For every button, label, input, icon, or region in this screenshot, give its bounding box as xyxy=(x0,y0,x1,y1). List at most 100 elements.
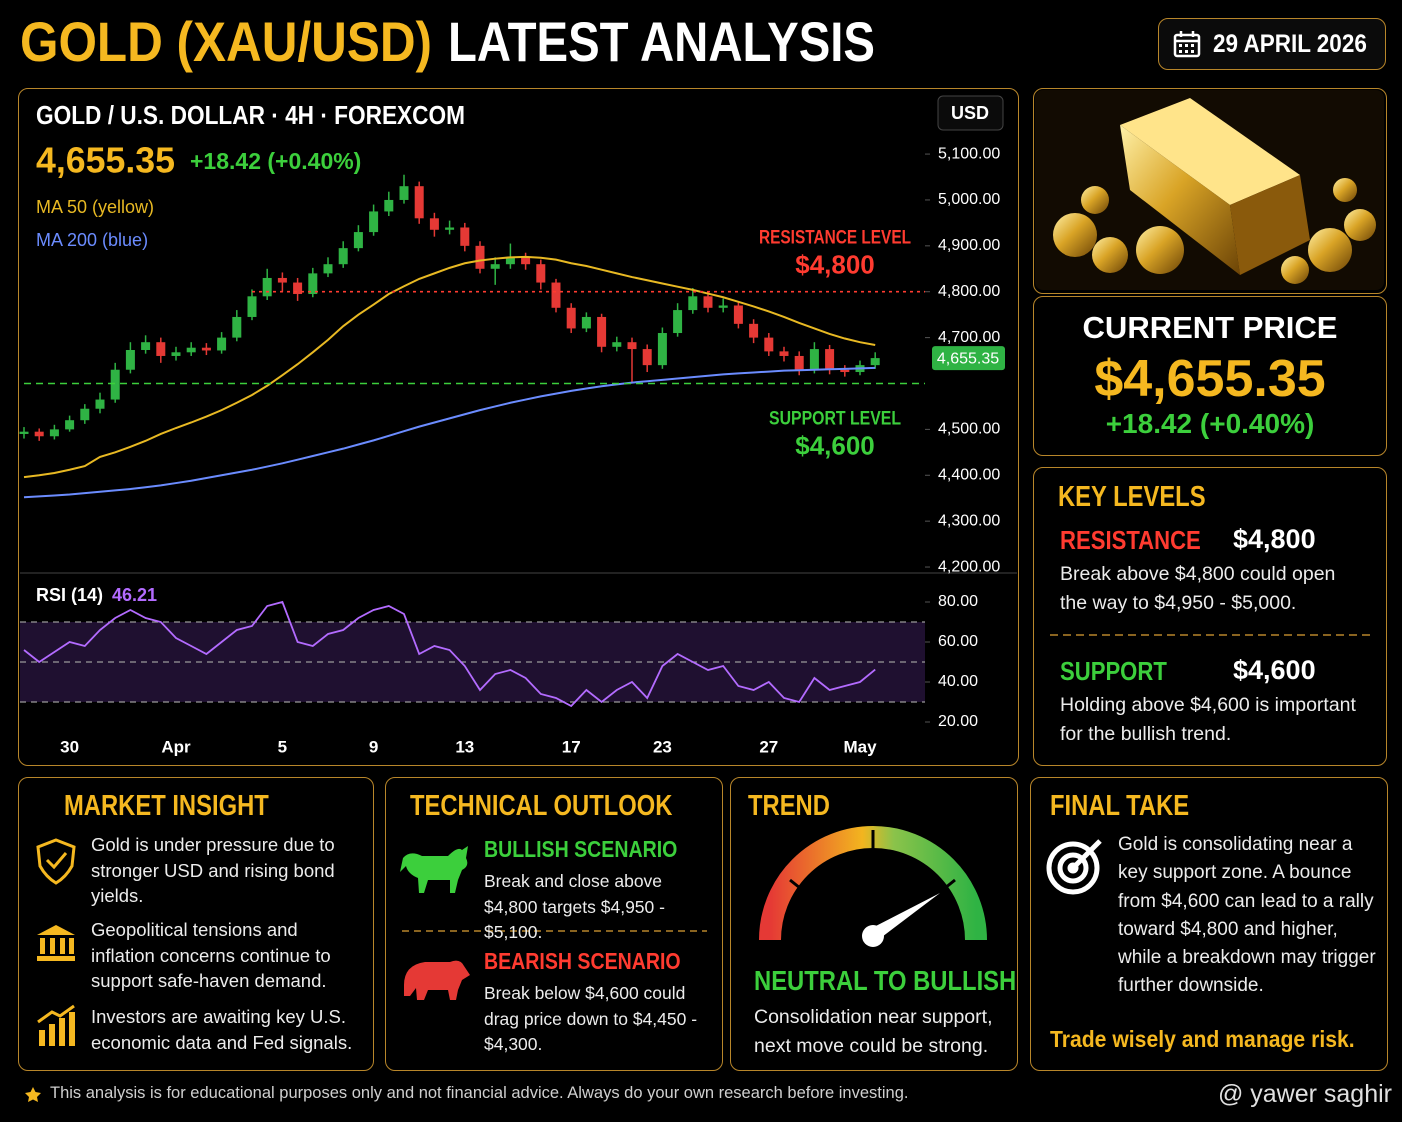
candle-body xyxy=(353,232,363,249)
support-label: SUPPORT xyxy=(1060,656,1167,686)
candle-body xyxy=(217,337,227,351)
support-value: $4,600 xyxy=(1233,655,1316,685)
growth-icon xyxy=(37,1004,75,1046)
author: @ yawer saghir xyxy=(1217,1080,1392,1108)
bullish-title: BULLISH SCENARIO xyxy=(484,836,678,862)
target-icon xyxy=(1046,839,1102,895)
candle-body xyxy=(627,342,637,350)
x-tick-label: 23 xyxy=(653,737,672,756)
candle-body xyxy=(247,296,257,317)
y-tick-label: 40.00 xyxy=(938,673,978,690)
technical-heading: TECHNICAL OUTLOOK xyxy=(410,790,673,822)
bullish-text: Break and close above $4,800 targets $4,… xyxy=(484,871,665,942)
disclaimer: This analysis is for educational purpose… xyxy=(50,1084,909,1102)
moving-average xyxy=(23,366,876,499)
date: 29 APRIL 2026 xyxy=(1213,30,1367,58)
trend-heading: TREND xyxy=(748,790,830,822)
candle-body xyxy=(19,431,29,434)
trend-verdict: NEUTRAL TO BULLISH xyxy=(754,965,1017,996)
candle-body xyxy=(171,352,181,356)
x-tick-label: 13 xyxy=(455,737,474,756)
level-value: $4,800 xyxy=(795,250,875,280)
y-tick-label: 4,500.00 xyxy=(938,421,1000,438)
final-take-text: Gold is consolidating near a key support… xyxy=(1118,834,1376,997)
level-title: RESISTANCE LEVEL xyxy=(759,228,911,249)
candle-body xyxy=(308,273,318,295)
current-price-heading: CURRENT PRICE xyxy=(1082,310,1338,345)
candle-body xyxy=(718,305,728,308)
image-panel xyxy=(1033,88,1387,294)
y-tick-label: 60.00 xyxy=(938,633,978,650)
bear-icon xyxy=(404,960,470,1000)
candle-body xyxy=(232,316,242,338)
y-tick-label: 4,300.00 xyxy=(938,512,1000,529)
candle-body xyxy=(34,431,44,437)
final-take-heading: FINAL TAKE xyxy=(1050,790,1190,822)
candle-body xyxy=(581,316,591,329)
title-gold: GOLD (XAU/USD) xyxy=(20,10,432,73)
gauge xyxy=(759,826,987,947)
y-tick-label: 80.00 xyxy=(938,593,978,610)
chart-group: 5,100.00 5,000.00 4,900.00 4,800.00 4,700.00… xyxy=(19,95,1017,756)
candle-body xyxy=(870,358,880,366)
resistance-value: $4,800 xyxy=(1233,524,1316,554)
candle-body xyxy=(566,307,576,329)
price-tag-label: 4,655.35 xyxy=(937,350,999,367)
calendar-icon xyxy=(1173,31,1201,58)
star-icon xyxy=(25,1087,41,1102)
current-change: +18.42 (+0.40%) xyxy=(1105,408,1315,439)
x-tick-label: 17 xyxy=(562,737,581,756)
currency-box xyxy=(937,95,1004,131)
candle-body xyxy=(49,429,59,437)
candle-body xyxy=(95,399,105,409)
candle-body xyxy=(779,351,789,356)
resistance-text: Break above $4,800 could open the way to… xyxy=(1060,563,1336,614)
level-title: SUPPORT LEVEL xyxy=(769,409,901,430)
candle-body xyxy=(80,408,90,421)
resistance-label: RESISTANCE xyxy=(1060,525,1201,555)
key-levels-heading: KEY LEVELS xyxy=(1058,481,1206,513)
candle-body xyxy=(475,245,485,269)
title-rest: LATEST ANALYSIS xyxy=(448,10,875,73)
x-tick-label: 27 xyxy=(759,737,778,756)
candle-body xyxy=(156,342,166,356)
price-change: +18.42 (+0.40%) xyxy=(190,148,361,174)
y-tick-label: 4,900.00 xyxy=(938,237,1000,254)
rsi-title: RSI (14) xyxy=(36,585,103,605)
y-tick-label: 5,100.00 xyxy=(938,145,1000,162)
moving-average xyxy=(23,255,876,479)
candle-body xyxy=(490,264,500,269)
trend-text: Consolidation near support, next move co… xyxy=(754,1006,993,1057)
date-box xyxy=(1158,18,1386,70)
candle-body xyxy=(399,186,409,200)
current-price: $4,655.35 xyxy=(1094,350,1326,408)
market-insight-panel xyxy=(18,777,374,1071)
candle-body xyxy=(749,323,759,338)
candle-body xyxy=(141,342,151,351)
candle-body xyxy=(262,277,272,297)
candle-body xyxy=(551,282,561,308)
candle-body xyxy=(323,264,333,274)
candle-body xyxy=(125,350,135,370)
candle-body xyxy=(673,310,683,334)
y-tick-label: 20.00 xyxy=(938,713,978,730)
candle-body xyxy=(536,264,546,283)
final-take-panel xyxy=(1030,777,1388,1071)
candle-body xyxy=(429,218,439,230)
last-price: 4,655.35 xyxy=(36,140,175,181)
shield-icon xyxy=(36,838,76,885)
key-levels-panel xyxy=(1033,467,1387,766)
y-tick-label: 4,200.00 xyxy=(938,558,1000,575)
candle-body xyxy=(445,227,455,230)
candle-body xyxy=(505,257,515,265)
candle-body xyxy=(384,199,394,212)
market-insight-heading: MARKET INSIGHT xyxy=(64,790,269,822)
candle-body xyxy=(688,296,698,311)
technical-panel xyxy=(385,777,723,1071)
x-tick-label: 9 xyxy=(369,737,378,756)
chart-title: GOLD / U.S. DOLLAR · 4H · FOREXCOM xyxy=(36,100,465,130)
candle-body xyxy=(597,316,607,347)
trend-panel xyxy=(730,777,1018,1071)
candle-body xyxy=(521,257,531,265)
